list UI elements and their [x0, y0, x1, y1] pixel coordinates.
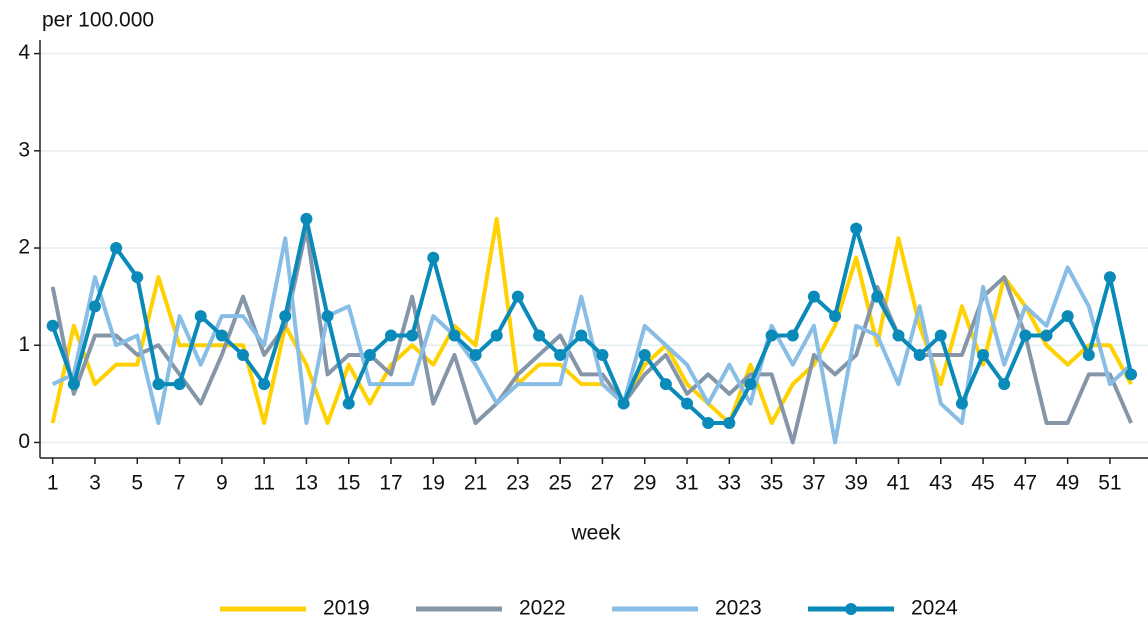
- data-point: [723, 417, 736, 430]
- y-axis-label: per 100.000: [42, 9, 154, 32]
- data-point: [554, 348, 567, 361]
- legend-label: 2022: [519, 597, 566, 620]
- data-point: [236, 348, 249, 361]
- data-point: [490, 329, 503, 342]
- data-point: [596, 348, 609, 361]
- data-point: [934, 329, 947, 342]
- x-tick-label: 15: [337, 472, 360, 495]
- data-point: [786, 329, 799, 342]
- y-tick-label: 1: [18, 333, 30, 356]
- y-tick-label: 0: [18, 430, 30, 453]
- data-point: [533, 329, 546, 342]
- data-point: [617, 397, 630, 410]
- data-point: [681, 397, 694, 410]
- x-tick-label: 51: [1098, 472, 1121, 495]
- x-tick-label: 41: [887, 472, 910, 495]
- x-tick-label: 37: [802, 472, 825, 495]
- legend-label: 2024: [911, 597, 958, 620]
- data-point: [300, 212, 313, 225]
- x-tick-label: 27: [591, 472, 614, 495]
- x-tick-label: 49: [1056, 472, 1079, 495]
- series-line: [50, 226, 1133, 445]
- x-tick-label: 29: [633, 472, 656, 495]
- data-point: [702, 417, 715, 430]
- y-tick-label: 2: [18, 236, 30, 259]
- data-point: [744, 378, 757, 391]
- data-point: [913, 348, 926, 361]
- x-tick-label: 11: [253, 472, 275, 495]
- series-line: [50, 216, 1134, 426]
- x-tick-label: 47: [1014, 472, 1037, 495]
- x-tick-label: 9: [216, 472, 228, 495]
- data-point: [279, 310, 292, 323]
- data-point: [1019, 329, 1032, 342]
- data-point: [194, 310, 207, 323]
- series-line: [50, 216, 1133, 426]
- data-point: [765, 329, 778, 342]
- data-point: [1103, 271, 1116, 284]
- data-point: [955, 397, 968, 410]
- data-point: [215, 329, 228, 342]
- data-point: [998, 378, 1011, 391]
- data-point: [131, 271, 144, 284]
- data-point: [659, 378, 672, 391]
- data-point: [871, 290, 884, 303]
- data-point: [829, 310, 842, 323]
- x-axis-label: week: [570, 522, 621, 545]
- data-point: [511, 290, 524, 303]
- data-point: [321, 310, 334, 323]
- x-tick-label: 43: [929, 472, 952, 495]
- y-tick-label: 3: [18, 138, 30, 161]
- data-point: [638, 348, 651, 361]
- x-tick-label: 45: [971, 472, 994, 495]
- data-point: [448, 329, 461, 342]
- legend-marker: [845, 603, 857, 615]
- x-tick-label: 35: [760, 472, 783, 495]
- x-tick-label: 1: [47, 472, 59, 495]
- data-point: [385, 329, 398, 342]
- data-point: [110, 242, 123, 255]
- x-tick-label: 5: [131, 472, 143, 495]
- data-point: [977, 348, 990, 361]
- data-point: [850, 222, 863, 235]
- data-point: [1082, 348, 1095, 361]
- data-point: [807, 290, 820, 303]
- data-point: [342, 397, 355, 410]
- x-tick-label: 7: [174, 472, 186, 495]
- data-point: [427, 251, 440, 264]
- series-line: [51, 236, 1133, 445]
- data-point: [1061, 310, 1074, 323]
- x-tick-label: 3: [89, 472, 101, 495]
- x-tick-label: 13: [295, 472, 318, 495]
- data-point: [258, 378, 271, 391]
- data-point: [88, 300, 101, 313]
- data-point: [1125, 368, 1138, 381]
- data-point: [363, 348, 376, 361]
- data-point: [46, 319, 59, 332]
- data-point: [892, 329, 905, 342]
- legend-label: 2019: [323, 597, 370, 620]
- data-point: [173, 378, 186, 391]
- data-point: [152, 378, 165, 391]
- x-tick-label: 23: [506, 472, 529, 495]
- data-point: [67, 378, 80, 391]
- x-tick-label: 19: [422, 472, 445, 495]
- data-point: [406, 329, 419, 342]
- data-point: [469, 348, 482, 361]
- x-tick-label: 31: [675, 472, 698, 495]
- legend-label: 2023: [715, 597, 762, 620]
- x-tick-label: 25: [548, 472, 571, 495]
- y-tick-label: 4: [18, 41, 30, 64]
- x-tick-label: 39: [845, 472, 868, 495]
- x-tick-label: 21: [464, 472, 487, 495]
- x-tick-label: 17: [379, 472, 402, 495]
- data-point: [1040, 329, 1053, 342]
- data-point: [575, 329, 588, 342]
- x-tick-label: 33: [718, 472, 741, 495]
